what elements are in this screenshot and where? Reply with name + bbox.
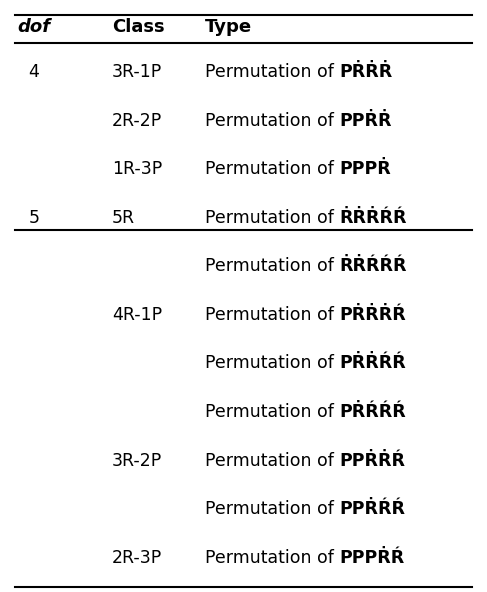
Text: PPṘṘŔ: PPṘṘŔ [339, 452, 405, 469]
Text: Permutation of: Permutation of [205, 160, 339, 178]
Text: 1R-3P: 1R-3P [112, 160, 162, 178]
Text: PPPṘ: PPPṘ [339, 160, 391, 178]
Text: PṘṘṘŔ: PṘṘṘŔ [339, 306, 406, 324]
Text: 5R: 5R [112, 209, 135, 227]
Text: PṘŔŔŔ: PṘŔŔŔ [339, 403, 406, 421]
Text: 3R-2P: 3R-2P [112, 452, 162, 469]
Text: Permutation of: Permutation of [205, 258, 339, 275]
Text: Permutation of: Permutation of [205, 403, 339, 421]
Text: ṘṘṘŔŔ: ṘṘṘŔŔ [339, 209, 407, 227]
Text: Permutation of: Permutation of [205, 549, 339, 567]
Text: 2R-3P: 2R-3P [112, 549, 162, 567]
Text: 2R-2P: 2R-2P [112, 112, 162, 130]
Text: 5: 5 [29, 209, 39, 227]
Text: 4: 4 [29, 63, 39, 81]
Text: 3R-1P: 3R-1P [112, 63, 162, 81]
Text: PPṘṘ: PPṘṘ [339, 112, 392, 130]
Text: Permutation of: Permutation of [205, 452, 339, 469]
Text: Permutation of: Permutation of [205, 112, 339, 130]
Text: Permutation of: Permutation of [205, 209, 339, 227]
Text: Permutation of: Permutation of [205, 500, 339, 518]
Text: PṘṘŔŔ: PṘṘŔŔ [339, 355, 406, 372]
Text: dof: dof [18, 18, 51, 36]
Text: 4R-1P: 4R-1P [112, 306, 162, 324]
Text: Permutation of: Permutation of [205, 306, 339, 324]
Text: PPṘŔŔ: PPṘŔŔ [339, 500, 405, 518]
Text: PPPṘŔ: PPPṘŔ [339, 549, 404, 567]
Text: Permutation of: Permutation of [205, 355, 339, 372]
Text: Permutation of: Permutation of [205, 63, 339, 81]
Text: PṘṘṘ: PṘṘṘ [339, 63, 392, 81]
Text: Class: Class [112, 18, 165, 36]
Text: Type: Type [205, 18, 252, 36]
Text: ṘṘŔŔŔ: ṘṘŔŔŔ [339, 258, 407, 275]
